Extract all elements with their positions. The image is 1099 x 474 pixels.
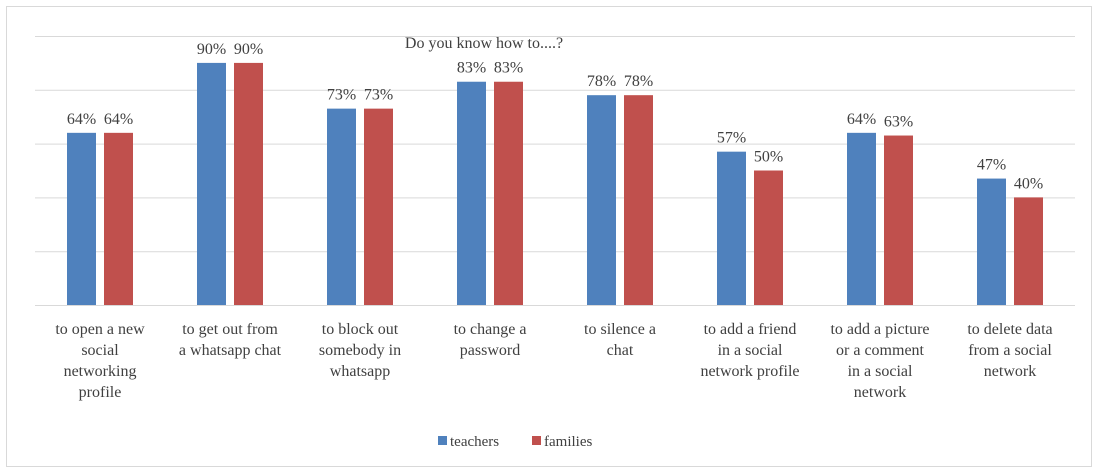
legend: teachers families <box>438 434 592 450</box>
bar-families-5 <box>754 170 783 305</box>
data-label-families-7: 40% <box>1014 175 1043 192</box>
bar-teachers-1 <box>197 62 226 306</box>
data-label-teachers-5: 57% <box>717 130 746 147</box>
data-labels: 64% 64% 90% 90% 73% 73% 83% 83% 78% 78% 57% 50% 64% 6… <box>67 41 1043 192</box>
data-label-families-0: 64% <box>104 111 133 128</box>
category-label-5: to add a friend in a social network profil… <box>700 321 799 380</box>
bars <box>67 62 1043 306</box>
bar-families-4 <box>624 95 653 306</box>
data-label-teachers-4: 78% <box>587 73 616 90</box>
data-label-families-4: 78% <box>624 73 653 90</box>
bar-families-0 <box>104 132 133 305</box>
bar-families-3 <box>494 81 523 305</box>
bar-teachers-6 <box>847 132 876 305</box>
data-label-families-6: 63% <box>884 114 913 131</box>
data-label-teachers-1: 90% <box>197 41 226 58</box>
data-label-teachers-6: 64% <box>847 111 876 128</box>
legend-label-teachers: teachers <box>450 434 499 450</box>
bar-teachers-5 <box>717 151 746 305</box>
data-label-families-1: 90% <box>234 41 263 58</box>
legend-swatch-families <box>532 436 541 445</box>
bar-teachers-0 <box>67 132 96 305</box>
category-label-6: to add a picture or a comment in a social n… <box>830 321 929 401</box>
data-label-families-2: 73% <box>364 87 393 104</box>
category-label-2: to block out somebody in whatsapp <box>319 321 401 380</box>
category-label-1: to get out from a whatsapp chat <box>179 321 282 359</box>
gridlines <box>35 36 1075 306</box>
legend-label-families: families <box>544 434 592 450</box>
data-label-teachers-0: 64% <box>67 111 96 128</box>
category-label-0: to open a new social networking profile <box>55 321 145 401</box>
category-labels: to open a new social networking profile to g… <box>55 321 1052 401</box>
category-label-4: to silence a chat <box>584 321 656 359</box>
data-label-teachers-2: 73% <box>327 87 356 104</box>
data-label-families-3: 83% <box>494 60 523 77</box>
data-label-teachers-7: 47% <box>977 157 1006 174</box>
bar-teachers-2 <box>327 108 356 305</box>
bar-teachers-7 <box>977 178 1006 305</box>
category-label-3: to change a password <box>454 321 527 359</box>
chart-title: Do you know how to....? <box>405 35 563 52</box>
bar-teachers-4 <box>587 95 616 306</box>
data-label-families-5: 50% <box>754 149 783 166</box>
data-label-teachers-3: 83% <box>457 60 486 77</box>
bar-families-2 <box>364 108 393 305</box>
legend-swatch-teachers <box>438 436 447 445</box>
bar-families-1 <box>234 62 263 306</box>
bar-families-7 <box>1014 197 1043 305</box>
bar-teachers-3 <box>457 81 486 305</box>
bar-families-6 <box>884 135 913 305</box>
category-label-7: to delete data from a social network <box>967 321 1052 380</box>
